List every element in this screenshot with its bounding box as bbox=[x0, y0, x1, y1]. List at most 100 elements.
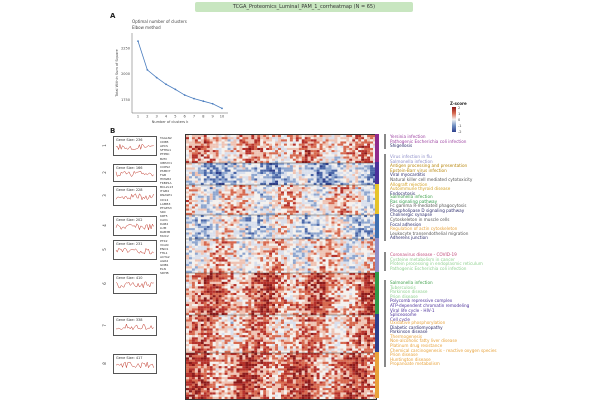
gene-label: GNB1 bbox=[160, 263, 169, 268]
pathway-term: Cell cycle bbox=[390, 316, 410, 322]
elbow-line bbox=[137, 41, 223, 109]
heatmap-cluster-block bbox=[186, 215, 376, 240]
pathway-term: Natural killer cell mediated cytotoxicit… bbox=[390, 177, 473, 182]
pathway-term: Pathogenic Escherichia coli infection bbox=[390, 265, 467, 271]
elbow-plot: Optimal number of clusters Elbow method … bbox=[110, 15, 230, 125]
gene-label: CAV1 bbox=[160, 218, 168, 222]
cluster-number: 6 bbox=[101, 282, 107, 285]
y-tick-label: 2250 bbox=[121, 47, 130, 51]
gene-size-label: Gene Size: 166 bbox=[116, 166, 143, 170]
gene-size-label: Gene Size: 236 bbox=[116, 138, 143, 142]
elbow-plot-subtitle: Elbow method bbox=[132, 25, 161, 30]
pathway-term: Shigellosis bbox=[390, 143, 413, 149]
x-tick-label: 3 bbox=[156, 115, 158, 119]
trend-line-svg bbox=[115, 281, 154, 289]
gene-label: RNASE1 bbox=[160, 193, 173, 198]
gene-size-label: Gene Size: 417 bbox=[116, 356, 143, 360]
elbow-points bbox=[137, 40, 223, 110]
pathway-term: Virus infection in flu bbox=[390, 154, 432, 159]
legend-tick: -1 bbox=[458, 124, 462, 128]
gene-label: TAGLN2 bbox=[160, 136, 172, 140]
pathway-term: Pathogenic Escherichia coli infection bbox=[390, 138, 467, 144]
pathway-group: Yersinia infection Pathogenic Escherichia… bbox=[384, 134, 556, 149]
pathway-group: Salmonella infection Tuberculosis Parkinso… bbox=[384, 280, 556, 323]
pathway-term: Spliceosome bbox=[390, 312, 417, 318]
trend-line-svg bbox=[116, 143, 154, 151]
gene-label: B2M bbox=[160, 156, 167, 161]
gene-size-label: Gene Size: 202 bbox=[116, 218, 143, 222]
heatmap-cluster-block bbox=[186, 163, 376, 186]
gene-label: PTPRC bbox=[160, 152, 170, 157]
y-axis-label: Total Within Sum of Square bbox=[115, 49, 119, 97]
x-tick-label: 9 bbox=[212, 115, 214, 119]
heatmap-cluster-block bbox=[186, 239, 376, 274]
pathway-term: Salmonella infection bbox=[390, 194, 433, 199]
gene-size-label: Gene Size: 228 bbox=[116, 188, 143, 192]
cluster-color-bar bbox=[375, 184, 379, 214]
pathway-term: Yersinia infection bbox=[390, 134, 426, 139]
gene-label: FKBP1A bbox=[160, 181, 172, 186]
pathway-term: Antigen processing and presentation bbox=[390, 163, 468, 169]
x-tick-label: 2 bbox=[146, 115, 148, 119]
cluster-color-bar bbox=[375, 134, 379, 162]
gene-label: FHL1 bbox=[160, 250, 168, 255]
trend-line bbox=[115, 361, 154, 369]
gene-label: ACTA2 bbox=[160, 254, 170, 259]
elbow-point bbox=[137, 40, 139, 43]
pathway-term: Non-alcoholic fatty liver disease bbox=[390, 338, 458, 344]
cluster-color-bar bbox=[375, 352, 379, 398]
pathway-term: Oxidative phosphorylation bbox=[390, 320, 446, 325]
pathway-term: Salmonella infection bbox=[390, 158, 433, 164]
cluster-trend-plot: Gene Size: 231 bbox=[113, 240, 157, 260]
elbow-point bbox=[221, 107, 223, 110]
gene-label: FGB bbox=[160, 172, 167, 177]
pathway-term: Epstein-Barr virus infection bbox=[390, 167, 447, 173]
trend-line-svg bbox=[115, 223, 154, 231]
pathway-term: Parkinson disease bbox=[390, 329, 428, 335]
gene-label: PTGES3 bbox=[160, 205, 172, 210]
gene-label: APCS bbox=[160, 144, 168, 149]
elbow-point bbox=[174, 88, 177, 91]
gene-label: HMGB2 bbox=[160, 177, 172, 181]
pathway-term: Autoimmune thyroid disease bbox=[390, 186, 451, 192]
gene-label: UBE2V1 bbox=[160, 160, 173, 165]
legend-tick: 0 bbox=[458, 118, 461, 122]
cluster-number: 4 bbox=[101, 224, 107, 227]
cluster-color-bar bbox=[375, 214, 379, 238]
panel-a-label: A bbox=[110, 12, 116, 20]
gene-label: SDHB bbox=[160, 271, 169, 276]
legend-tick: 1 bbox=[458, 112, 461, 116]
gene-label: PTK2 bbox=[160, 238, 168, 243]
gene-size-label: Gene Size: 338 bbox=[116, 318, 143, 322]
pathway-term: Platinum drug resistance bbox=[390, 343, 443, 348]
pathway-term: Polycomb repressive complex bbox=[390, 298, 453, 304]
legend-color-bar bbox=[452, 107, 456, 132]
elbow-plot-title: Optimal number of clusters bbox=[132, 19, 187, 24]
gene-label: MUC2 bbox=[160, 234, 169, 239]
trend-line bbox=[115, 170, 154, 178]
x-axis-label: Number of clusters k bbox=[152, 120, 189, 124]
gene-label: LAMB3 bbox=[160, 201, 171, 206]
gene-label: COPS2 bbox=[160, 164, 171, 169]
pathway-term: Ras signaling pathway bbox=[390, 198, 438, 204]
trend-line bbox=[115, 193, 154, 201]
gene-size-label: Gene Size: 231 bbox=[116, 242, 143, 246]
pathway-term: Viral myocarditis bbox=[390, 172, 426, 178]
elbow-point bbox=[193, 97, 195, 100]
cluster-color-bar bbox=[375, 272, 379, 314]
trend-line-svg bbox=[115, 170, 154, 178]
figure-title: TCGA_Proteomics_Luminal_PAM_1_corrheatma… bbox=[232, 4, 376, 10]
pathway-group: Salmonella infection Ras signaling pathwa… bbox=[384, 194, 556, 241]
gene-label: ELN bbox=[160, 267, 166, 272]
heatmap-cluster-block bbox=[186, 315, 376, 354]
heatmap-cluster-block bbox=[186, 185, 376, 216]
cluster-trend-plot: Gene Size: 417 bbox=[113, 354, 157, 374]
pathway-term: Cholinergic synapse bbox=[390, 212, 433, 218]
pathway-term: Parkinson disease bbox=[390, 289, 428, 295]
elbow-point bbox=[165, 83, 167, 86]
trend-line-svg bbox=[115, 193, 154, 201]
pathway-term: Tuberculosis bbox=[390, 284, 416, 290]
legend-tick: -2 bbox=[458, 130, 462, 134]
heatmap-cluster-block bbox=[186, 135, 376, 164]
gene-label: CD8B bbox=[160, 140, 169, 145]
